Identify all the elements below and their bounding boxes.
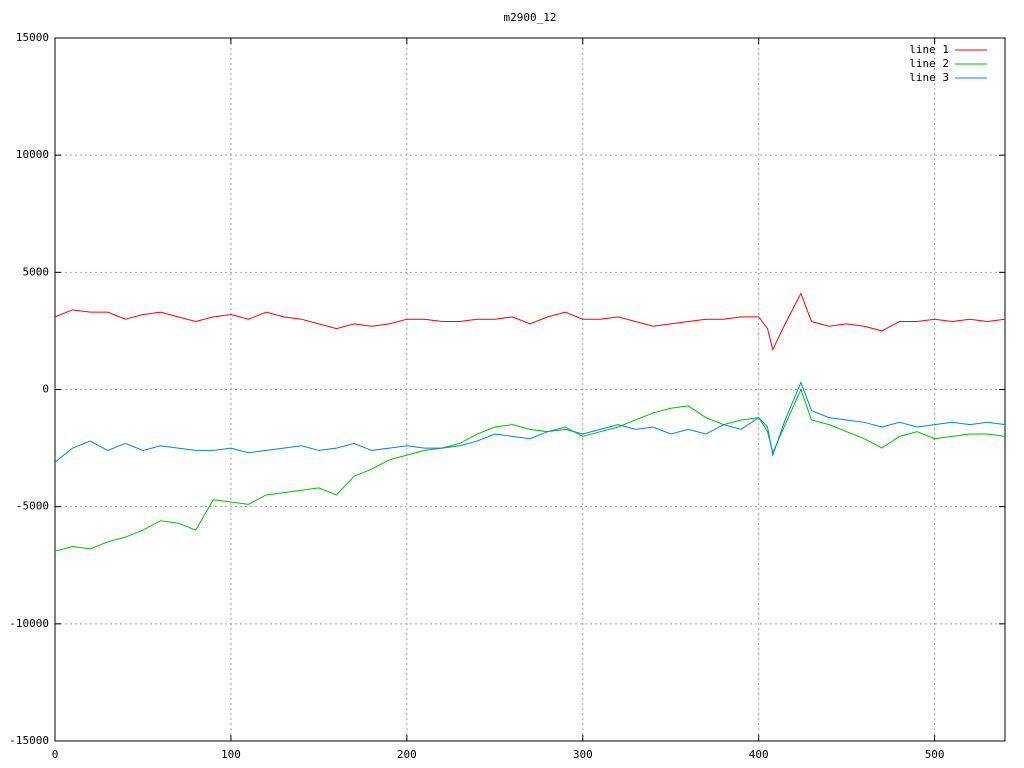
x-tick-label: 0: [52, 748, 59, 761]
x-tick-label: 500: [925, 748, 945, 761]
legend-label: line 1: [909, 43, 949, 56]
x-tick-label: 300: [573, 748, 593, 761]
legend-label: line 2: [909, 57, 949, 70]
legend-label: line 3: [909, 71, 949, 84]
y-tick-label: 5000: [23, 265, 50, 278]
data-line: [54, 388, 1006, 552]
y-tick-label: -5000: [16, 500, 49, 513]
data-line: [54, 292, 1006, 352]
y-tick-label: -10000: [9, 617, 49, 630]
x-tick-label: 400: [749, 748, 769, 761]
data-line: [54, 381, 1006, 463]
plot-frame: [54, 37, 1006, 742]
y-tick-label: -15000: [9, 734, 49, 747]
chart-title: m2900_12: [504, 11, 557, 24]
x-tick-label: 100: [221, 748, 241, 761]
x-tick-label: 200: [397, 748, 417, 761]
y-tick-label: 15000: [16, 31, 49, 44]
y-tick-label: 10000: [16, 148, 49, 161]
y-tick-label: 0: [42, 383, 49, 396]
